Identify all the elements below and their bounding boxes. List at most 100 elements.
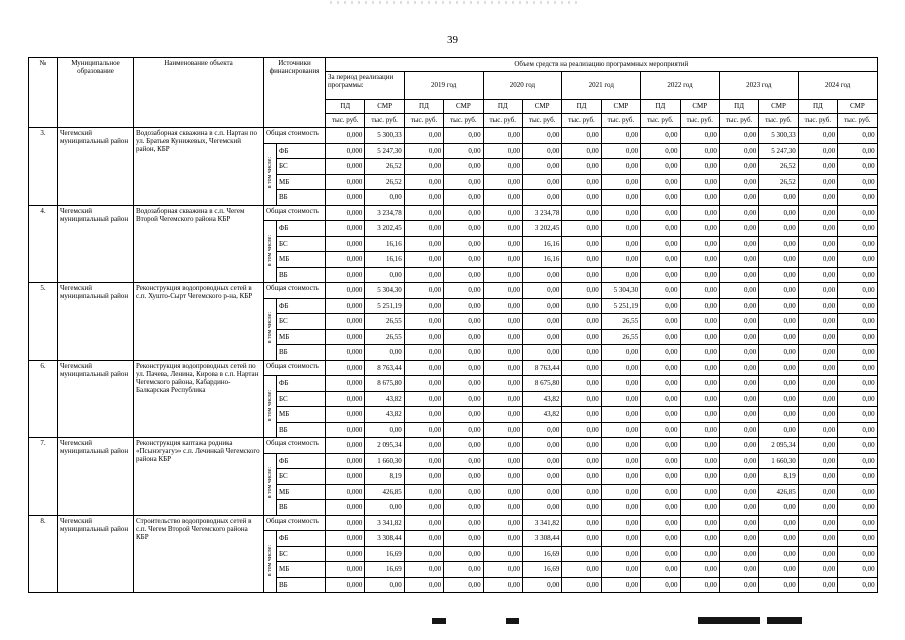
cell-value: 0,00: [403, 421, 445, 438]
cell-value: 0,00: [443, 266, 484, 283]
cell-value: 0,00: [679, 359, 720, 376]
col-header-pd: ПД: [797, 99, 839, 114]
cell-value: 0,00: [837, 266, 878, 283]
cell-value: 0,00: [797, 514, 839, 531]
cell-value: 0,00: [797, 189, 839, 206]
cell-value: 0,00: [837, 173, 878, 190]
cell-value: 0,00: [797, 483, 839, 500]
cell-value: 0,00: [679, 545, 720, 562]
cell-value: 26,52: [364, 173, 405, 190]
cell-value: 0,00: [403, 514, 445, 531]
cell-value: 0,00: [482, 499, 523, 516]
cell-value: 0,00: [521, 297, 563, 314]
cell-value: 0,00: [797, 220, 839, 237]
cell-value: 0,00: [797, 173, 839, 190]
cell-value: 0,00: [364, 266, 405, 283]
cell-value: 16,16: [521, 235, 563, 252]
cell-total-label: Общая стоимость: [263, 359, 326, 376]
col-header-unit: тыс. руб.: [521, 113, 563, 128]
col-header-smr: СМР: [600, 99, 642, 114]
cell-value: 0,00: [561, 499, 602, 516]
col-header-smr: СМР: [758, 99, 799, 114]
col-header-pd: ПД: [324, 99, 366, 114]
cell-num: 6.: [28, 359, 58, 438]
col-header-year-2019: 2019 год: [403, 71, 484, 100]
cell-value: 0,00: [403, 235, 445, 252]
cell-value: 43,82: [364, 390, 405, 407]
cell-value: 0,00: [837, 297, 878, 314]
col-header-pd: ПД: [403, 99, 445, 114]
col-header-smr: СМР: [443, 99, 484, 114]
col-header-year-2021: 2021 год: [561, 71, 642, 100]
cell-value: 0,00: [482, 127, 523, 144]
cell-value: 0,00: [837, 452, 878, 469]
cell-value: 0,000: [324, 576, 366, 593]
cell-total-label: Общая стоимость: [263, 282, 326, 299]
cell-value: 0,00: [679, 158, 720, 175]
cell-value: 5 304,30: [364, 282, 405, 299]
cell-value: 16,16: [364, 235, 405, 252]
cell-value: 0,00: [837, 468, 878, 485]
cell-value: 0,00: [600, 359, 642, 376]
cell-value: 0,00: [797, 204, 839, 221]
cell-value: 0,00: [797, 328, 839, 345]
cell-value: 0,00: [521, 173, 563, 190]
col-header-num: №: [28, 57, 58, 128]
cell-value: 0,00: [561, 452, 602, 469]
cell-value: 0,00: [837, 328, 878, 345]
cell-value: 0,00: [600, 483, 642, 500]
cell-value: 0,000: [324, 499, 366, 516]
cell-value: 0,00: [561, 561, 602, 578]
cell-value: 0,00: [521, 499, 563, 516]
cell-value: 0,00: [521, 468, 563, 485]
cell-total-label: Общая стоимость: [263, 514, 326, 531]
cell-value: 3 234,78: [521, 204, 563, 221]
cell-value: 0,00: [718, 328, 760, 345]
cell-value: 0,00: [718, 390, 760, 407]
cell-value: 0,00: [837, 437, 878, 454]
cell-source-label: ФБ: [276, 142, 326, 159]
cell-value: 0,000: [324, 204, 366, 221]
cell-value: 0,00: [482, 251, 523, 268]
cell-value: 0,00: [718, 297, 760, 314]
cell-value: 16,69: [364, 545, 405, 562]
cell-municipality: Чегемский муниципальный район: [57, 359, 134, 438]
cell-value: 0,00: [600, 437, 642, 454]
cell-value: 426,85: [364, 483, 405, 500]
col-header-year-2022: 2022 год: [640, 71, 720, 100]
cell-value: 0,00: [482, 421, 523, 438]
cell-value: 0,00: [403, 142, 445, 159]
cell-value: 0,00: [797, 359, 839, 376]
cell-value: 0,00: [482, 297, 523, 314]
cell-value: 0,00: [718, 204, 760, 221]
cell-value: 0,000: [324, 437, 366, 454]
col-header-pd: ПД: [718, 99, 760, 114]
cell-source-label: БС: [276, 313, 326, 330]
cell-value: 0,00: [797, 235, 839, 252]
cell-value: 0,00: [837, 251, 878, 268]
cell-value: 0,00: [640, 437, 681, 454]
cell-value: 0,00: [364, 499, 405, 516]
cell-value: 0,00: [640, 204, 681, 221]
cell-value: 0,00: [403, 561, 445, 578]
cell-value: 0,000: [324, 297, 366, 314]
cell-value: 0,00: [521, 421, 563, 438]
cell-object-name: Реконструкция каптажа родника «Псынэгуаг…: [133, 437, 264, 516]
source-row: БС 0,000 26,55 0,00 0,00 0,00 0,00 0,00 26,55 0,0…: [29, 313, 878, 330]
source-row: БС 0,000 43,82 0,00 0,00 0,00 43,82 0,00 0,00 0,0…: [29, 390, 878, 407]
cell-value: 0,00: [403, 282, 445, 299]
cell-value: 0,00: [640, 421, 681, 438]
source-row: ВБ 0,000 0,00 0,00 0,00 0,00 0,00 0,00 0,00 0,00 0…: [29, 576, 878, 593]
cell-value: 0,00: [403, 483, 445, 500]
cell-including-label: в том числе:: [263, 297, 277, 361]
cell-value: 0,00: [403, 127, 445, 144]
cell-value: 0,00: [561, 344, 602, 361]
cell-value: 0,00: [837, 406, 878, 423]
cell-value: 0,00: [600, 468, 642, 485]
cell-source-label: ФБ: [276, 220, 326, 237]
scan-artifact-top: [330, 1, 580, 4]
cell-value: 0,00: [403, 266, 445, 283]
source-row: в том числе: ФБ 0,000 8 675,80 0,00 0,00 0,00 8…: [29, 375, 878, 438]
cell-value: 0,00: [600, 576, 642, 593]
cell-value: 0,00: [561, 468, 602, 485]
